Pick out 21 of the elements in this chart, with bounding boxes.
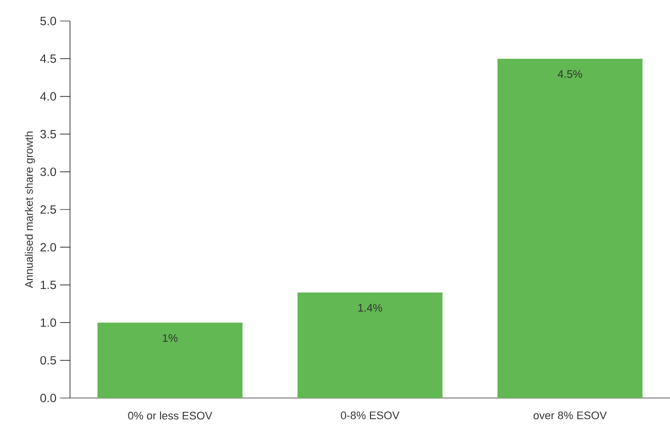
- x-tick-label: 0-8% ESOV: [340, 411, 400, 420]
- x-tick-label: 0% or less ESOV: [128, 411, 212, 420]
- y-tick-label: 5.0: [40, 16, 56, 26]
- y-tick-label: 2.0: [40, 242, 56, 252]
- bar: [498, 58, 643, 398]
- y-tick-label: 4.5: [40, 54, 56, 63]
- y-tick-label: 2.5: [40, 205, 56, 214]
- bar: [98, 322, 242, 398]
- x-tick-label: over 8% ESOV: [534, 411, 607, 420]
- y-tick-label: 0.0: [40, 394, 56, 402]
- y-tick-label: 3.5: [40, 130, 56, 138]
- y-tick-label: 1.0: [40, 318, 56, 327]
- y-axis-title: Annualised market share growth: [24, 132, 36, 288]
- data-label: 4.5%: [558, 70, 582, 78]
- bar: [298, 292, 443, 398]
- y-tick-label: 0.5: [40, 356, 56, 365]
- y-tick-label: 4.0: [40, 92, 56, 101]
- y-tick-label: 1.5: [40, 280, 56, 290]
- y-tick-label: 3.0: [40, 168, 56, 176]
- data-label: 1%: [162, 334, 178, 342]
- data-label: 1.4%: [358, 304, 382, 312]
